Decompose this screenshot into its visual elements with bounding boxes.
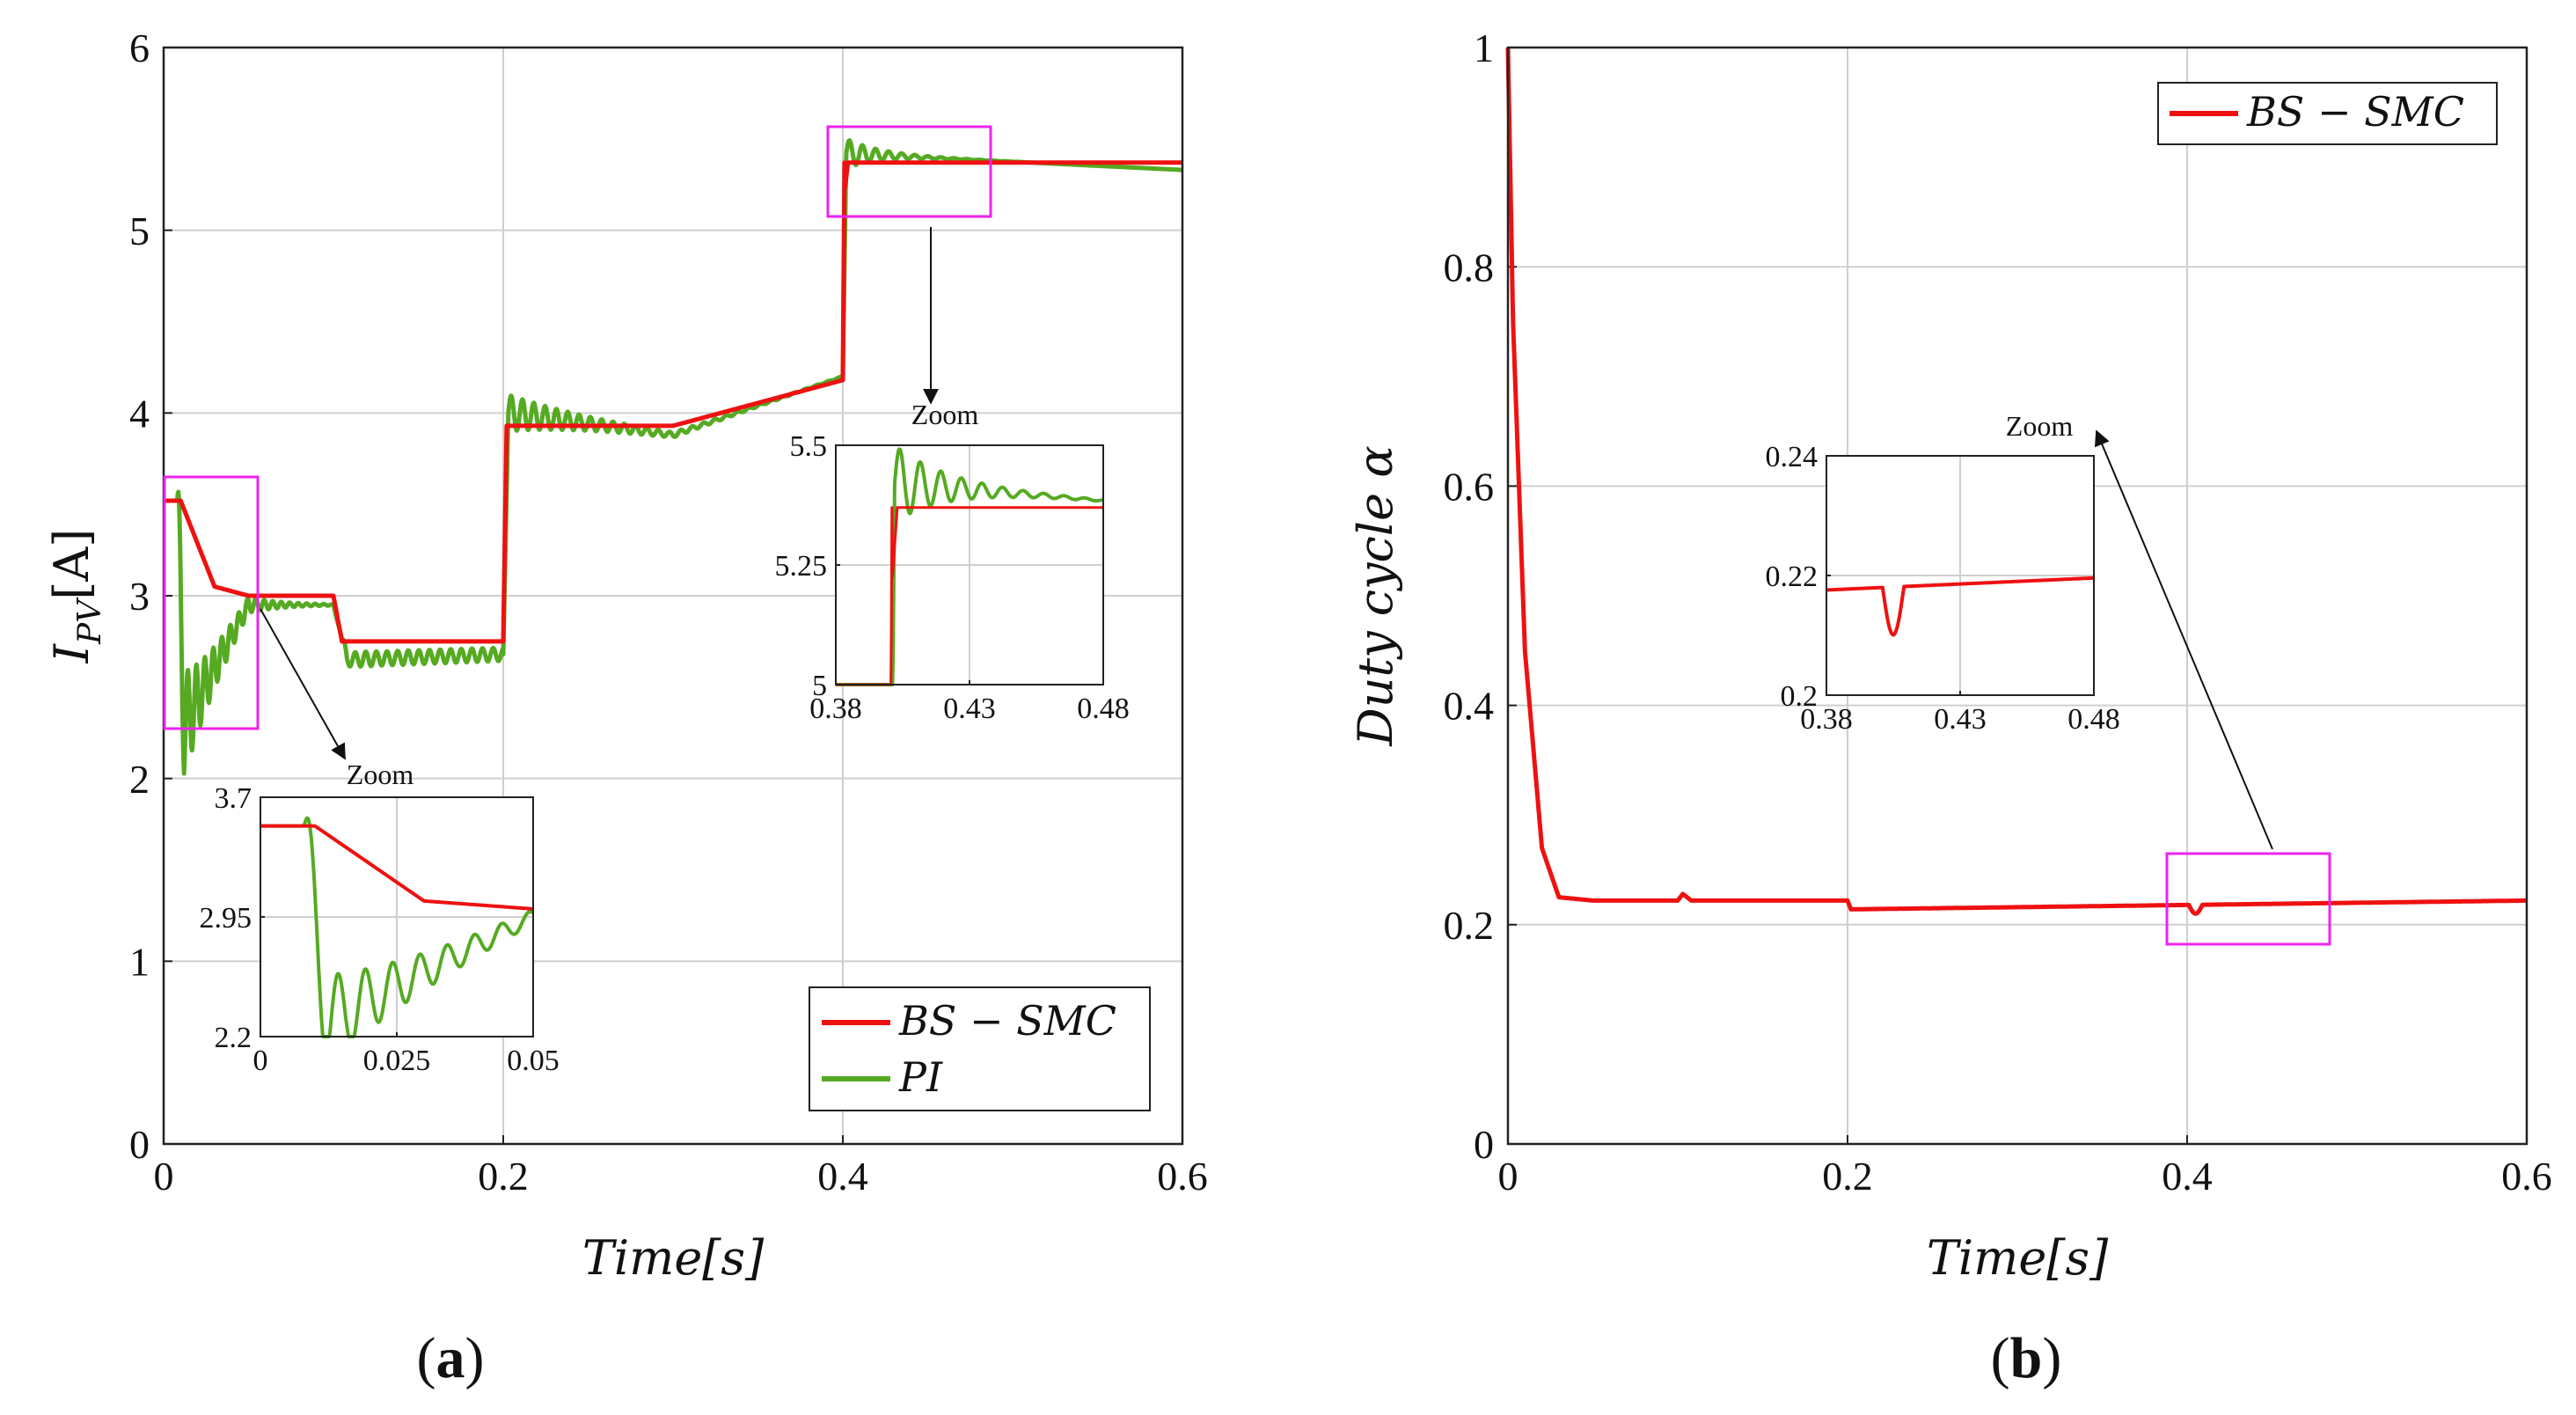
chart-a-inset-2-label: Zoom xyxy=(911,399,979,430)
chart-a-zoom-arrow-1 xyxy=(260,608,346,760)
chart-b-axes-box xyxy=(1506,46,2528,1146)
chart-b-inset-xtick-label: 0.43 xyxy=(1934,703,1987,736)
chart-b-panel-letter: b xyxy=(2010,1326,2043,1390)
chart-a-tick-labels: 0 0.2 0.4 0.6 0 1 2 3 4 5 6 xyxy=(129,26,1208,1199)
chart-a-legend-box xyxy=(809,986,1151,1111)
chart-b-ylabel: Duty cycle α xyxy=(1348,445,1403,746)
chart-a-inset-1-label: Zoom xyxy=(347,759,414,790)
chart-a-inset-2-xtick-label: 0.43 xyxy=(943,693,996,725)
chart-a-panel-letter: a xyxy=(436,1326,465,1390)
chart-b-xtick-label: 0 xyxy=(1498,1154,1519,1199)
series-a-inset-1-pi xyxy=(259,816,535,1038)
series-b-bs-smc xyxy=(1505,47,2528,916)
chart-a-inset-2-xtick-label: 0.38 xyxy=(809,693,862,725)
legend-a-label-bs-smc: BS − SMC xyxy=(898,997,1116,1045)
series-b-inset-bs-smc xyxy=(1825,576,2096,637)
chart-b-ytick-label: 0.8 xyxy=(1444,245,1495,290)
chart-b-zoom-box xyxy=(2165,852,2331,946)
chart-a-inset-2-ytick-label: 5 xyxy=(812,670,827,702)
chart-a-zoom-box-2 xyxy=(826,125,992,218)
chart-a: 0 0.2 0.4 0.6 0 1 2 3 4 5 6 IPV[A] Time[s] (a) 0 0.… xyxy=(44,26,1208,1390)
chart-a-inset-2-ytick-label: 5.25 xyxy=(775,550,828,583)
chart-a-inset-1-xtick-label: 0 xyxy=(253,1045,268,1077)
chart-a-ytick-label: 4 xyxy=(129,391,150,436)
chart-b-inset: 0.38 0.43 0.48 0.2 0.22 0.24 Zoom xyxy=(1766,410,2120,736)
chart-b-ytick-label: 1 xyxy=(1474,26,1494,70)
chart-b-inset-xtick-label: 0.48 xyxy=(2067,703,2120,736)
chart-b-ytick-label: 0.4 xyxy=(1444,684,1495,729)
chart-a-ytick-label: 2 xyxy=(129,757,150,802)
chart-a-zoom-box-1 xyxy=(163,475,260,730)
chart-a-ylabel-main: I xyxy=(44,642,99,664)
chart-b-xtick-label: 0.4 xyxy=(2162,1154,2213,1199)
chart-a-xtick-label: 0.4 xyxy=(817,1154,868,1199)
series-a-bs-smc xyxy=(162,160,1184,644)
chart-b-inset-box xyxy=(1826,455,2095,696)
chart-a-ytick-label: 3 xyxy=(129,574,150,619)
chart-a-inset-1: 0 0.025 0.05 2.2 2.95 3.7 Zoom xyxy=(200,759,560,1077)
chart-b-panel-label: (b) xyxy=(1991,1326,2062,1390)
chart-a-ytick-label: 6 xyxy=(129,26,150,70)
chart-b-inset-xtick-label: 0.38 xyxy=(1800,703,1853,736)
chart-a-inset-2-box xyxy=(835,444,1104,686)
chart-a-xtick-label: 0.2 xyxy=(478,1154,529,1199)
chart-b-inset-ticks: 0.38 0.43 0.48 0.2 0.22 0.24 xyxy=(1766,441,2120,736)
chart-b-inset-label: Zoom xyxy=(2006,410,2074,442)
chart-b-xtick-label: 0.6 xyxy=(2501,1154,2552,1199)
chart-a-ytick-label: 5 xyxy=(129,209,150,253)
chart-a-inset-2-ticks: 0.38 0.43 0.48 5 5.25 5.5 xyxy=(775,430,1130,725)
chart-a-inset-1-ytick-label: 3.7 xyxy=(215,782,252,815)
chart-b: 0 0.2 0.4 0.6 0 0.2 0.4 0.6 0.8 1 Duty cycle α Ti… xyxy=(1348,26,2552,1390)
chart-a-inset-1-curves xyxy=(259,816,535,1038)
chart-b-ytick-label: 0 xyxy=(1474,1122,1494,1167)
chart-a-ylabel: IPV[A] xyxy=(44,529,108,664)
chart-b-curves xyxy=(1505,47,2528,916)
chart-a-inset-1-ytick-label: 2.2 xyxy=(215,1022,252,1054)
chart-b-legend: BS − SMC xyxy=(2157,82,2498,145)
chart-b-ytick-label: 0.2 xyxy=(1444,903,1495,948)
chart-a-inset-1-ticks: 0 0.025 0.05 2.2 2.95 3.7 xyxy=(200,782,560,1077)
chart-b-inset-ytick-label: 0.24 xyxy=(1766,441,1819,473)
chart-a-inset-2-xtick-label: 0.48 xyxy=(1077,693,1130,725)
chart-b-tick-labels: 0 0.2 0.4 0.6 0 0.2 0.4 0.6 0.8 1 xyxy=(1444,26,2552,1199)
chart-a-curves xyxy=(162,138,1184,776)
chart-b-inset-ytick-label: 0.2 xyxy=(1781,680,1819,713)
chart-a-inset-1-ytick-label: 2.95 xyxy=(200,902,252,935)
chart-a-inset-1-xtick-label: 0.05 xyxy=(507,1045,560,1077)
chart-a-xtick-label: 0 xyxy=(154,1154,174,1199)
chart-a-ylabel-unit: [A] xyxy=(44,529,99,600)
chart-a-inset-1-box xyxy=(260,796,534,1037)
chart-b-xtick-label: 0.2 xyxy=(1822,1154,1873,1199)
legend-b-label-bs-smc: BS − SMC xyxy=(2246,88,2464,136)
chart-a-ylabel-sub: PV xyxy=(72,597,108,645)
chart-a-inset-2: 0.38 0.43 0.48 5 5.25 5.5 Zoom xyxy=(775,399,1130,725)
chart-b-inset-curves xyxy=(1825,576,2096,637)
chart-a-legend: BS − SMC PI xyxy=(809,986,1151,1111)
chart-b-zoom-arrow xyxy=(2094,429,2273,850)
chart-b-ytick-label: 0.6 xyxy=(1444,465,1495,510)
chart-a-ytick-label: 0 xyxy=(129,1122,150,1167)
chart-a-inset-2-ytick-label: 5.5 xyxy=(790,430,828,463)
chart-b-inset-ytick-label: 0.22 xyxy=(1766,561,1819,593)
chart-a-xlabel: Time[s] xyxy=(582,1230,765,1286)
chart-b-xlabel: Time[s] xyxy=(1927,1230,2109,1286)
chart-a-panel-label: (a) xyxy=(417,1326,485,1390)
series-a-inset-1-bs-smc xyxy=(259,824,535,911)
chart-a-inset-1-xtick-label: 0.025 xyxy=(363,1045,431,1077)
svg-text:IPV[A]: IPV[A] xyxy=(44,529,108,664)
chart-a-xtick-label: 0.6 xyxy=(1157,1154,1208,1199)
legend-a-label-pi: PI xyxy=(898,1053,943,1101)
chart-a-ytick-label: 1 xyxy=(129,939,150,984)
